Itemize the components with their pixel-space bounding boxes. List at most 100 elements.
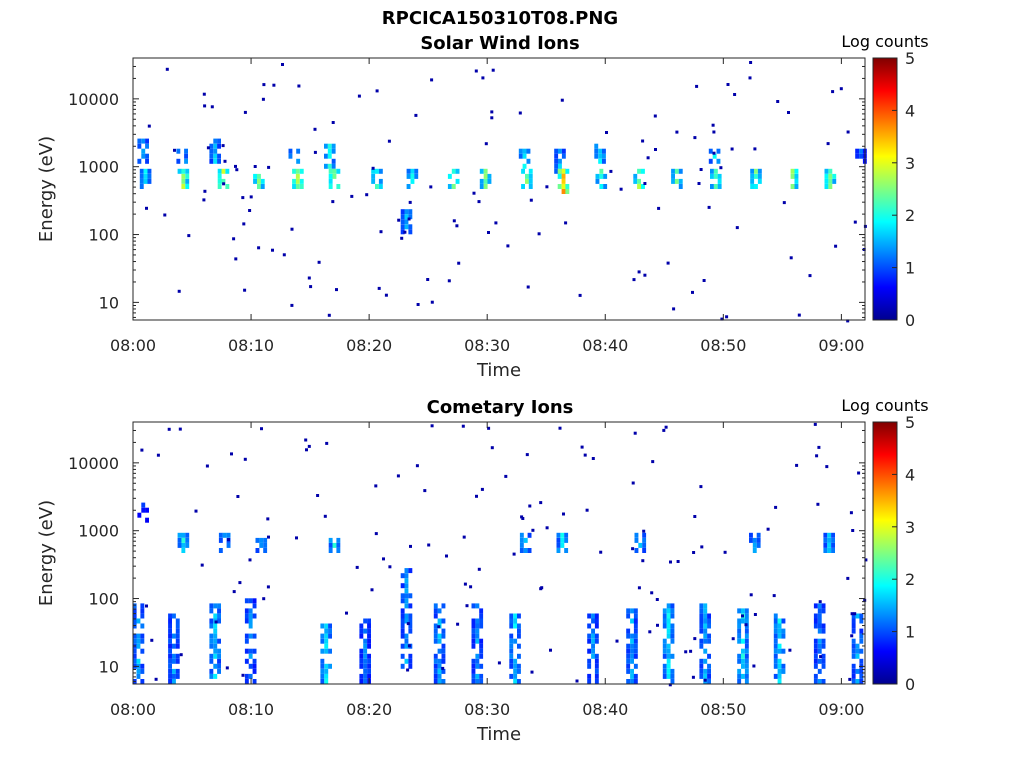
x-tick-label: 08:30 [464,700,510,719]
spectrogram-cell [662,648,667,654]
y-tick-label: 100 [88,590,119,609]
spectrogram-cell [855,668,860,674]
spectrogram-cell [400,593,405,599]
spectrogram-cell [707,668,711,674]
spectrogram-cell [545,185,549,189]
spectrogram-cell [430,300,434,304]
spectrogram-cell [491,68,495,72]
spectrogram-cell [145,143,149,149]
spectrogram-cell [244,618,249,624]
spectrogram-cell [707,638,711,644]
spectrogram-cell [591,633,595,639]
spectrogram-cell [272,83,276,87]
x-tick-label: 08:20 [346,336,392,355]
spectrogram-cell [252,648,257,654]
spectrogram-cell [591,648,595,654]
spectrogram-cell [137,143,142,149]
spectrogram-cell [313,127,317,131]
spectrogram-cell [641,184,645,189]
spectrogram-cell [168,673,172,679]
spectrogram-cell [209,643,214,649]
spectrogram-cell [181,537,186,543]
spectrogram-cell [561,178,566,184]
spectrogram-cell [327,148,332,154]
spectrogram-cell [693,637,697,641]
spectrogram-cell [263,548,268,553]
spectrogram-cell [630,673,634,679]
spectrogram-cell [213,138,218,144]
plot-frame [132,57,866,321]
spectrogram-cell [699,623,704,629]
spectrogram-cell [471,623,476,629]
spectrogram-cell [217,158,221,164]
spectrogram-cell [744,673,749,679]
spectrogram-cell [509,623,514,629]
spectrogram-cell [633,628,638,634]
spectrogram-cell [781,628,786,634]
spectrogram-cell [851,663,856,669]
spectrogram-cell [813,623,818,629]
spectrogram-cell [475,633,480,639]
spectrogram-cell [817,638,822,644]
spectrogram-cell [221,144,225,148]
spectrogram-cell [241,196,245,200]
spectrogram-cell [519,542,524,548]
y-axis-ticks: 10 100 1000 10000 [68,421,865,682]
spectrogram-cell [817,603,822,609]
spectrogram-cell [408,229,413,235]
spectrogram-cell [648,630,652,634]
spectrogram-cell [396,474,400,478]
spectrogram-cell [528,173,533,179]
spectrogram-cell [194,509,198,513]
spectrogram-cell [626,613,631,619]
spectrogram-cell [859,628,864,634]
x-tick-label: 08:30 [464,336,510,355]
spectrogram-cell [670,679,675,684]
spectrogram-cell [846,319,850,323]
spectrogram-cell [209,158,214,164]
spectrogram-cell [671,178,675,184]
spectrogram-cell [512,552,516,556]
spectrogram-cell [672,307,676,311]
x-tick-label: 08:40 [582,700,628,719]
spectrogram-cell [737,679,742,684]
spectrogram-cell [367,658,371,664]
spectrogram-cell [703,603,708,609]
spectrogram-cell [554,168,559,174]
spectrogram-cell [634,548,639,553]
spectrogram-cell [400,219,405,225]
spectrogram-cell [513,658,518,664]
spectrogram-cell [408,613,413,619]
spectrogram-cell [400,214,405,220]
spectrogram-cell [782,201,786,205]
spectrogram-cell [699,658,704,664]
spectrogram-cell [564,532,569,538]
spectrogram-cell [851,643,856,649]
spectrogram-cell [773,633,778,639]
spectrogram-cell [556,537,561,543]
spectrogram-cell [813,643,818,649]
spectrogram-cell [522,163,527,169]
spectrogram-cell [221,168,226,174]
spectrogram-cell [713,168,718,174]
spectrogram-cell [374,532,378,536]
spectrogram-cell [850,612,854,616]
spectrogram-cell [523,548,528,553]
spectrogram-cell [703,673,708,679]
spectrogram-cell [603,173,608,179]
spectrogram-cell [209,653,214,659]
spectrogram-cell [406,184,411,189]
spectrogram-cell [744,623,748,627]
spectrogram-cell [217,653,221,659]
spectrogram-cell [225,184,230,189]
spectrogram-cell [487,178,492,184]
spectrogram-cell [666,643,671,649]
spectrogram-cell [699,643,704,649]
spectrogram-cell [725,315,729,319]
spectrogram-cell [271,248,274,252]
spectrogram-cell [295,178,300,184]
spectrogram-cell [821,623,826,629]
spectrogram-cell [132,608,137,614]
spectrogram-cell [744,668,749,674]
spectrogram-cell [703,668,708,674]
